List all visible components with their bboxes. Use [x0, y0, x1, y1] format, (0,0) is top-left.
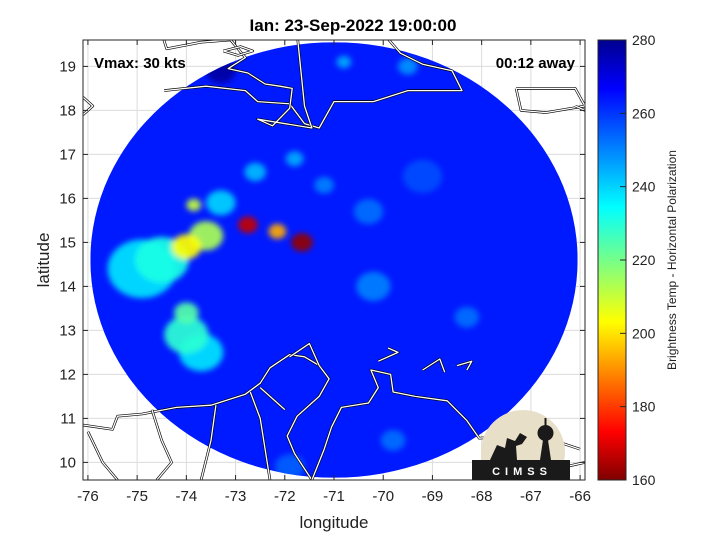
tb-feature — [186, 198, 202, 212]
coastline — [223, 45, 254, 57]
y-axis-label: latitude — [34, 233, 53, 288]
tb-feature — [314, 176, 334, 194]
y-tick-label: 11 — [60, 410, 76, 427]
coastline — [456, 360, 473, 371]
x-axis-label: longitude — [299, 513, 368, 532]
coastline — [83, 96, 94, 116]
colorbar-tick-label: 280 — [632, 32, 656, 48]
x-tick-label: -73 — [225, 488, 247, 505]
y-axis-ticks: 10 11 12 13 14 15 16 17 18 19 — [59, 58, 585, 471]
colorbar-tick-label: 180 — [632, 399, 656, 415]
tb-feature — [174, 302, 199, 324]
coastline — [200, 405, 217, 480]
svg-text:CIMSS: CIMSS — [492, 466, 552, 478]
water-tower-icon — [540, 440, 551, 460]
tb-feature — [353, 199, 384, 225]
colorbar-tick-label: 200 — [632, 325, 656, 341]
cimss-logo: CIMSS — [472, 410, 570, 480]
coastline — [574, 105, 585, 111]
tb-feature — [171, 234, 202, 260]
coastline — [151, 409, 173, 480]
x-tick-label: -70 — [372, 488, 394, 505]
colorbar: 160 180 200 220 240 260 280 Brightness Temp - … — [597, 32, 679, 488]
tb-feature — [244, 162, 267, 182]
tb-feature — [238, 216, 258, 234]
tb-feature — [206, 190, 236, 216]
x-axis-ticks: -76 -75 -74 -73 -72 -71 -70 -69 -68 -67 -66 — [77, 40, 591, 505]
radar-dish-icon — [490, 433, 527, 460]
colorbar-tick-label: 160 — [632, 472, 656, 488]
x-tick-label: -72 — [274, 488, 296, 505]
microwave-swath — [90, 42, 578, 478]
colorbar-ticks: 160 180 200 220 240 260 280 — [620, 32, 656, 488]
coastline — [87, 431, 118, 480]
y-tick-label: 16 — [59, 190, 76, 207]
coastline — [515, 87, 585, 114]
y-tick-label: 10 — [59, 454, 76, 471]
tb-feature — [397, 58, 418, 75]
coastline — [83, 353, 330, 480]
x-tick-label: -66 — [569, 488, 591, 505]
colorbar-tick-label: 260 — [632, 105, 656, 121]
plot-area: -76 -75 -74 -73 -72 -71 -70 -69 -68 -67 -66 10 11 12… — [59, 39, 591, 505]
colorbar-tick-label: 240 — [632, 179, 656, 195]
x-tick-label: -69 — [422, 488, 444, 505]
coastline — [289, 342, 320, 366]
coastline — [164, 40, 463, 129]
tb-feature — [336, 55, 352, 69]
x-tick-label: -76 — [77, 488, 99, 505]
tb-feature — [268, 223, 287, 239]
y-tick-label: 12 — [59, 366, 76, 383]
tb-feature — [402, 159, 443, 194]
coastline — [163, 40, 313, 129]
colorbar-label: Brightness Temp - Horizontal Polarizatio… — [665, 150, 679, 370]
coastline — [259, 387, 286, 411]
time-away-annotation: 00:12 away — [496, 55, 576, 72]
y-tick-label: 18 — [59, 102, 76, 119]
tb-feature — [285, 151, 304, 167]
x-tick-label: -71 — [323, 488, 345, 505]
x-tick-label: -67 — [520, 488, 542, 505]
x-tick-label: -68 — [471, 488, 493, 505]
colorbar-tick-label: 220 — [632, 252, 656, 268]
y-tick-label: 19 — [59, 58, 76, 75]
coastline — [422, 358, 446, 373]
y-tick-label: 13 — [59, 322, 76, 339]
tb-feature — [291, 233, 313, 252]
coastlines — [83, 40, 585, 480]
tb-feature — [356, 271, 391, 302]
tb-feature — [164, 315, 209, 354]
tb-feature — [454, 306, 480, 328]
y-tick-label: 15 — [59, 234, 76, 251]
y-tick-label: 17 — [59, 146, 76, 163]
tb-feature — [380, 429, 406, 451]
chart-title: Ian: 23-Sep-2022 19:00:00 — [250, 16, 457, 35]
coastline — [249, 391, 271, 480]
y-tick-label: 14 — [59, 278, 76, 295]
vmax-annotation: Vmax: 30 kts — [94, 55, 186, 72]
coastline — [378, 347, 399, 362]
x-tick-label: -75 — [126, 488, 148, 505]
swath-features — [107, 55, 480, 478]
x-tick-label: -74 — [176, 488, 198, 505]
